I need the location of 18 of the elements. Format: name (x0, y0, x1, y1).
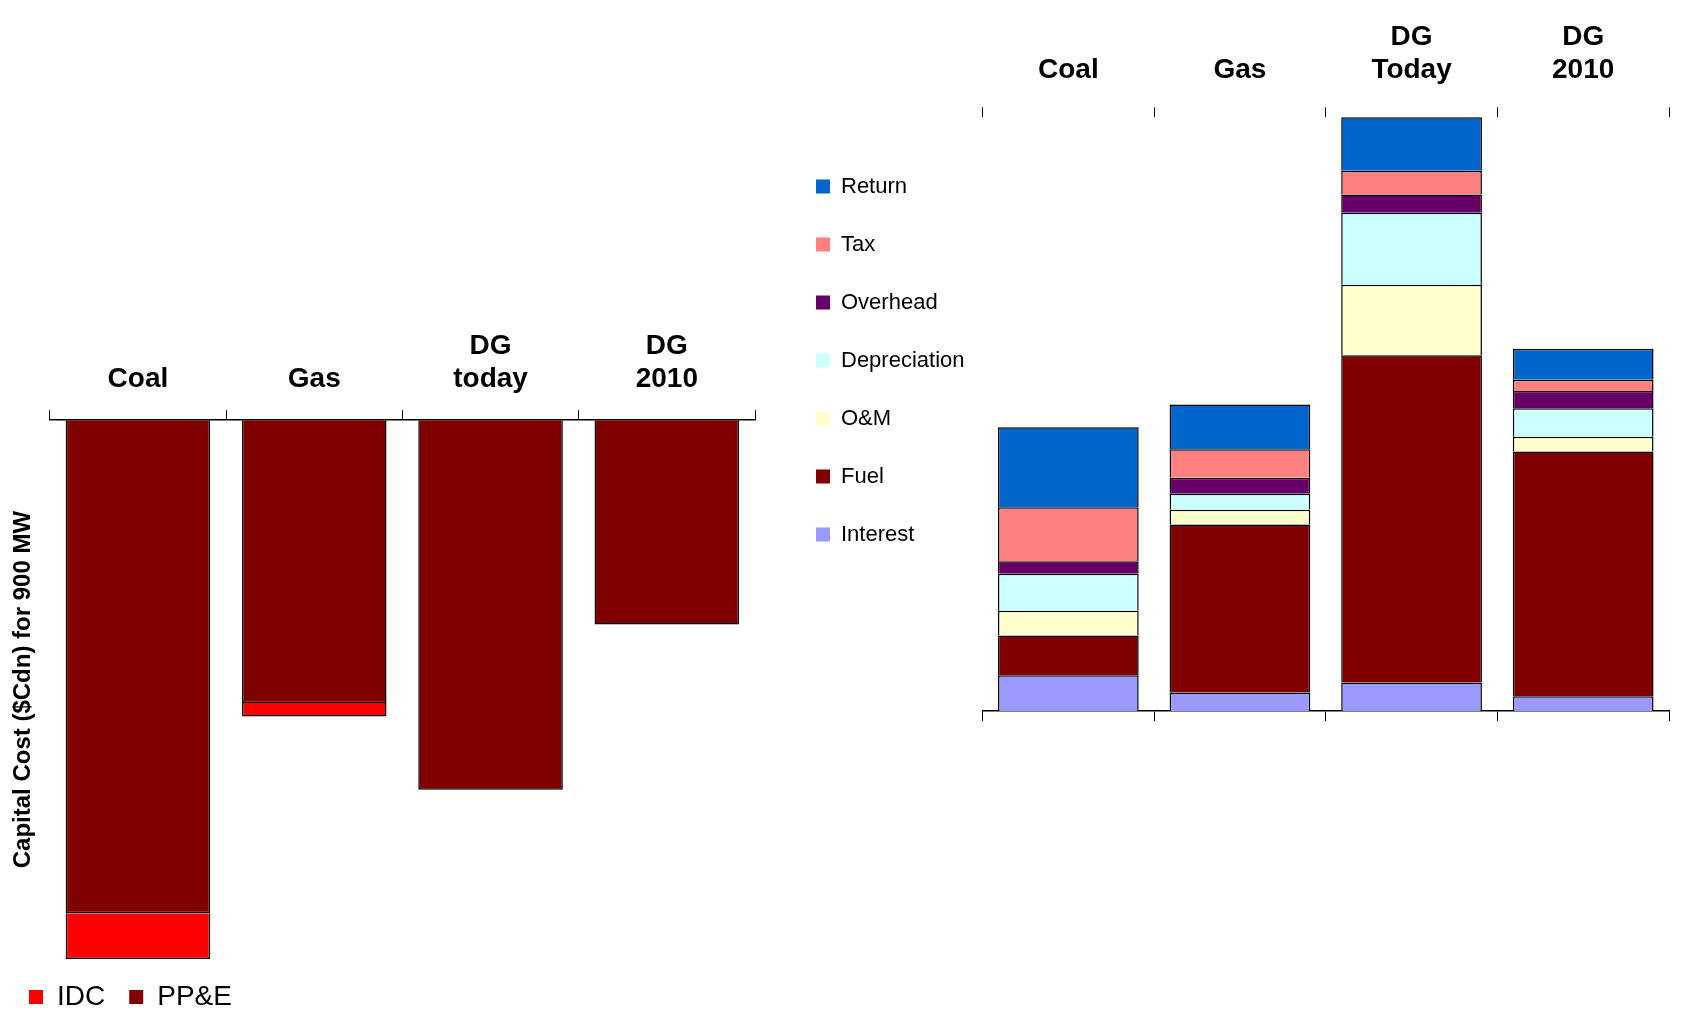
x-tick-label: Gas (287, 362, 341, 394)
legend-label: Tax (841, 230, 876, 256)
legend-label: Interest (841, 520, 915, 546)
x-tick-label: Coal (1037, 53, 1099, 85)
x-tick-label: DG Today (1371, 19, 1453, 85)
x-tick-label: Gas (1213, 53, 1267, 85)
x-tick-label: DG 2010 (635, 328, 698, 394)
legend-label: Overhead (841, 288, 938, 314)
legend-label: Return (841, 172, 908, 198)
legend-label: PP&E (157, 979, 232, 1011)
x-tick-label: Coal (107, 362, 169, 394)
legend-label: Fuel (841, 462, 884, 488)
legend-label: IDC (57, 979, 106, 1011)
x-tick-label: DG 2010 (1552, 19, 1615, 85)
y-axis-title: Capital Cost ($Cdn) for 900 MW (8, 510, 36, 869)
legend-label: Depreciation (841, 346, 965, 372)
x-tick-label: DG today (453, 328, 529, 394)
legend-label: O&M (841, 404, 892, 430)
